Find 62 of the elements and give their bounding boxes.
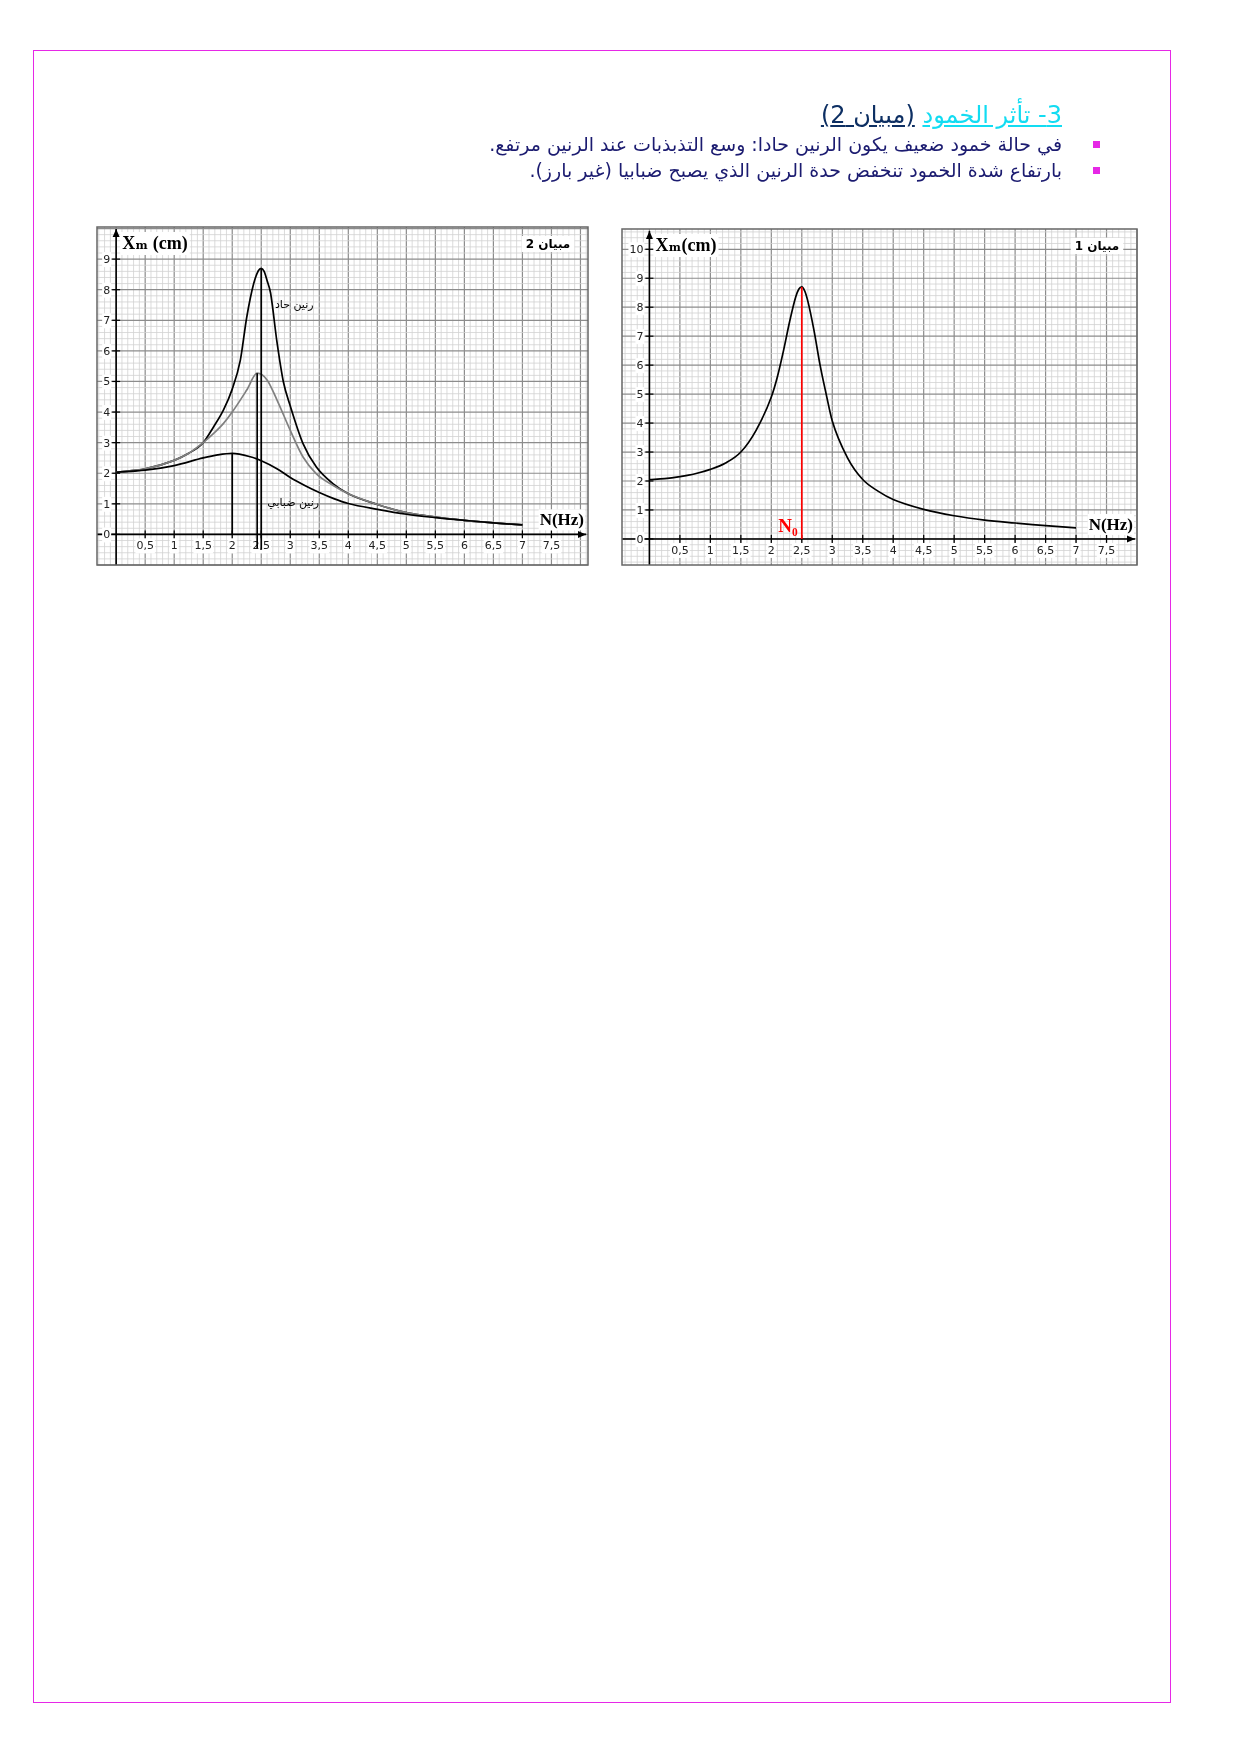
x-tick-label: 0,5 (671, 543, 689, 557)
x-tick-label: 6 (1011, 543, 1019, 557)
y-tick-label: 5 (103, 375, 111, 389)
y-tick-label: 0 (636, 532, 644, 546)
y-tick-label: 3 (636, 446, 644, 460)
x-tick-label: 2 (228, 539, 236, 553)
y-tick-label: 10 (629, 243, 644, 257)
y-tick-label: 0 (103, 528, 111, 542)
x-tick-label: 7,5 (1097, 543, 1116, 557)
x-tick-label: 4,5 (914, 543, 933, 557)
text: (مبيان 2) (820, 101, 915, 129)
x-tick-label: 1 (706, 543, 714, 557)
x-tick-label: 7 (1072, 543, 1080, 557)
series-label: N₀ (778, 514, 799, 536)
y-tick-label: 6 (103, 344, 111, 358)
text: بارتفاع شدة الخمود تنخفض حدة الرنين الذي يصبح ضبابيا (غير بارز). (529, 159, 1062, 181)
y-tick-label: 7 (636, 330, 644, 344)
y-tick-label: 2 (103, 467, 111, 481)
x-tick-label: 1 (170, 539, 178, 553)
x-tick-label: 2,5 (793, 543, 811, 557)
x-tick-label: 5 (402, 539, 410, 553)
y-tick-label: 4 (103, 406, 111, 420)
text: في حالة خمود ضعيف يكون الرنين حادا: وسع التذبذبات عند الرنين مرتفع. (489, 133, 1062, 155)
x-tick-label: 7 (518, 539, 526, 553)
x-tick-label: 6,5 (1036, 543, 1055, 557)
y-axis-title: Xₘ (cm) (122, 233, 188, 254)
series-label: رنين حاد (274, 298, 314, 312)
x-tick-label: 6,5 (484, 539, 503, 553)
x-tick-label: 3,5 (853, 543, 872, 557)
y-tick-label: 5 (636, 388, 644, 402)
x-axis-title: N(Hz) (1088, 514, 1133, 534)
x-tick-label: 2 (767, 543, 775, 557)
y-tick-label: 6 (636, 359, 644, 373)
series-label: رنين ضبابي (267, 495, 320, 509)
x-tick-label: 5,5 (975, 543, 994, 557)
x-tick-label: 0,5 (136, 539, 154, 553)
y-tick-label: 4 (636, 417, 644, 431)
y-tick-label: 8 (103, 283, 111, 297)
y-tick-label: 3 (103, 436, 111, 450)
x-tick-label: 3,5 (310, 539, 329, 553)
y-tick-label: 9 (636, 272, 644, 286)
x-tick-label: 7,5 (542, 539, 561, 553)
y-tick-label: 9 (103, 253, 111, 267)
x-tick-label: 5 (950, 543, 958, 557)
y-axis-title: Xₘ(cm) (655, 235, 717, 256)
text: مبيان 1 (1074, 239, 1120, 253)
x-axis-title: N(Hz) (539, 510, 584, 530)
y-tick-label: 1 (636, 503, 644, 517)
x-tick-label: 4 (344, 539, 352, 553)
x-tick-label: 6 (460, 539, 468, 553)
y-tick-label: 8 (636, 301, 644, 315)
x-tick-label: 3 (828, 543, 836, 557)
x-tick-label: 5,5 (426, 539, 445, 553)
x-tick-label: 4,5 (368, 539, 387, 553)
x-tick-label: 4 (889, 543, 897, 557)
text: مبيان 2 (525, 237, 571, 251)
x-tick-label: 1,5 (732, 543, 750, 557)
x-tick-label: 1,5 (194, 539, 212, 553)
y-tick-label: 1 (103, 497, 111, 511)
y-tick-label: 7 (103, 314, 111, 328)
y-tick-label: 2 (636, 475, 644, 488)
x-tick-label: 3 (286, 539, 294, 553)
